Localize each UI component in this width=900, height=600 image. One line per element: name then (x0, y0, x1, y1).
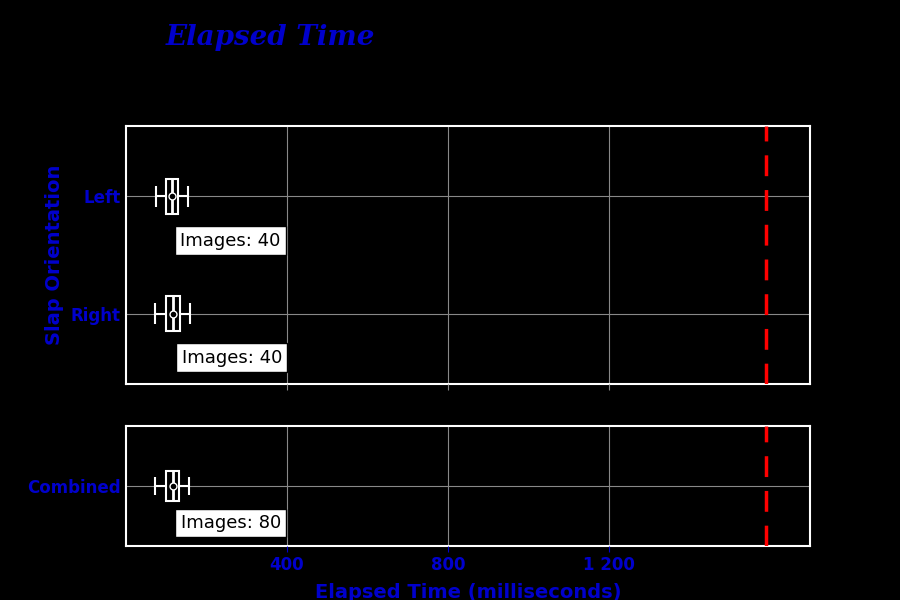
Text: Images: 80: Images: 80 (181, 514, 281, 532)
Bar (166, 296, 179, 331)
Text: Images: 40: Images: 40 (182, 349, 282, 367)
Text: Elapsed Time: Elapsed Time (166, 24, 374, 51)
Bar (166, 471, 179, 501)
Text: Images: 40: Images: 40 (180, 232, 281, 250)
Y-axis label: Slap Orientation: Slap Orientation (44, 165, 64, 345)
X-axis label: Elapsed Time (milliseconds): Elapsed Time (milliseconds) (315, 583, 621, 600)
Bar (166, 179, 178, 214)
